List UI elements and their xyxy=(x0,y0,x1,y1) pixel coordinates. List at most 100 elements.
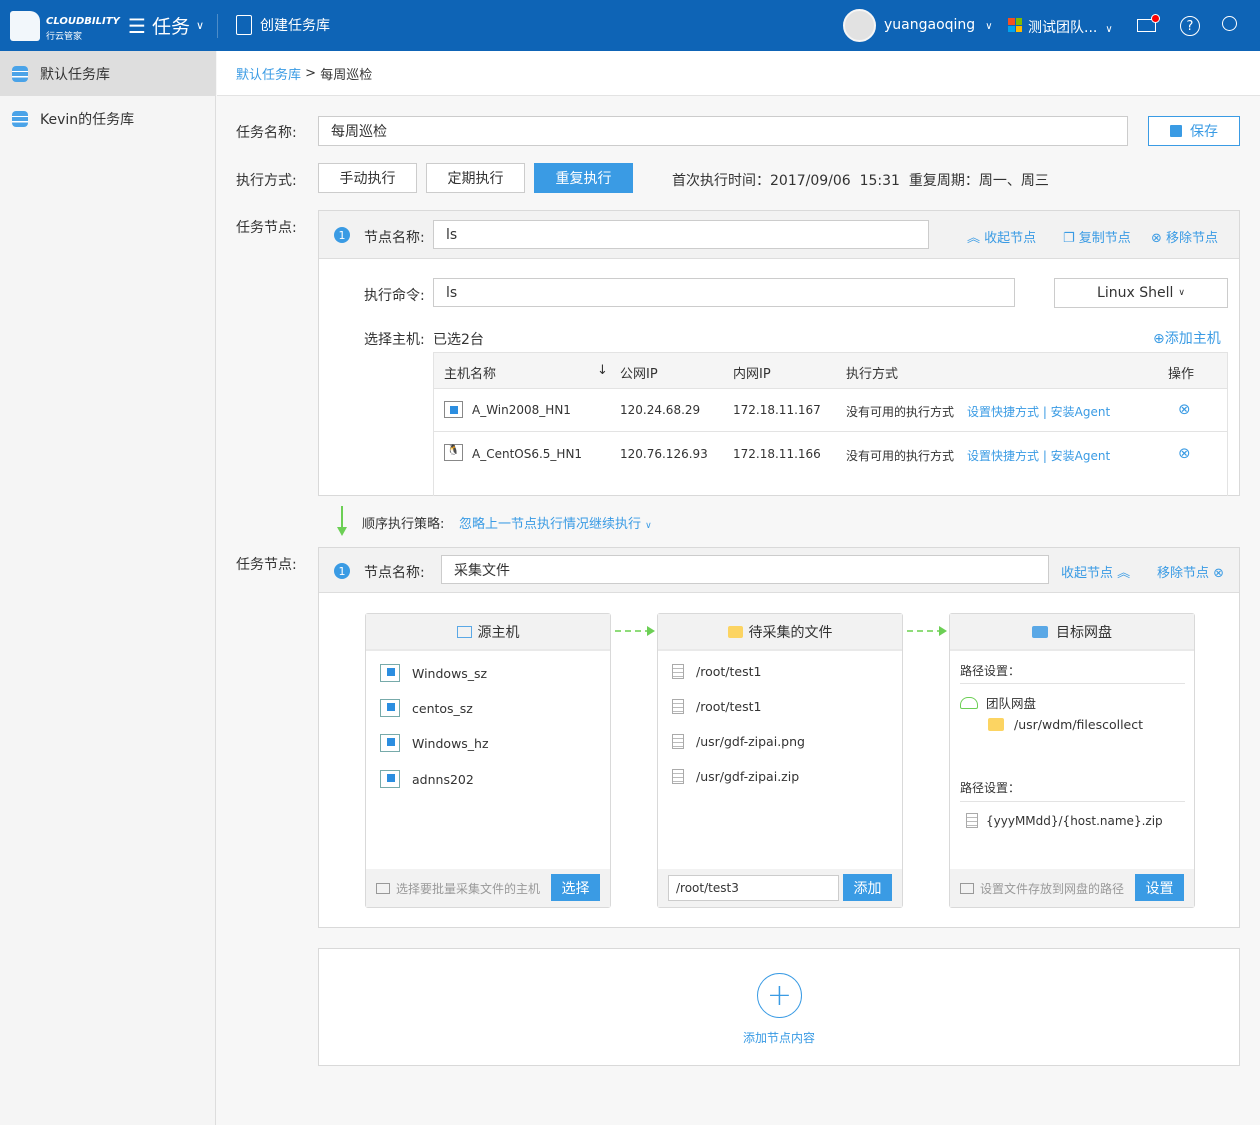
shell-select[interactable]: Linux Shell ∨ xyxy=(1054,278,1228,308)
breadcrumb-current: 每周巡检 xyxy=(320,67,373,83)
target-folder: /usr/wdm/filescollect xyxy=(988,717,1143,732)
strategy-select[interactable]: 忽略上一节点执行情况继续执行 ∨ xyxy=(459,513,652,532)
file-path: /root/test1 xyxy=(696,664,762,679)
team-name: 测试团队... xyxy=(1028,20,1098,36)
copy-label: 复制节点 xyxy=(1078,231,1131,246)
list-item: Windows_sz xyxy=(380,664,487,682)
team-icon xyxy=(1008,18,1022,32)
collapse-node-button[interactable]: ︽ 收起节点 xyxy=(967,227,1036,246)
col-public-ip: 公网IP xyxy=(620,367,658,382)
remove-node-button[interactable]: 移除节点 ⊗ xyxy=(1157,562,1224,581)
down-arrow-icon xyxy=(341,506,343,530)
breadcrumb-sep: > xyxy=(305,65,317,81)
task-node-1: 1 节点名称: ls ︽ 收起节点 ❐ 复制节点 ⊗ 移除节点 执行命令: ls… xyxy=(318,210,1240,496)
col-actions: 操作 xyxy=(1168,367,1195,382)
breadcrumb: 默认任务库 > 每周巡检 xyxy=(217,51,1260,96)
mail-icon[interactable] xyxy=(1137,19,1156,32)
set-path-button[interactable]: 设置 xyxy=(1135,874,1184,901)
add-node-label[interactable]: 添加节点内容 xyxy=(742,1031,815,1045)
task-name-value: 每周巡检 xyxy=(331,124,387,140)
command-input[interactable]: ls xyxy=(433,278,1015,307)
module-menu[interactable]: ☰ 任务 ∨ xyxy=(128,12,204,39)
tab-manual[interactable]: 手动执行 xyxy=(318,163,417,193)
create-repo-label: 创建任务库 xyxy=(260,18,330,34)
remove-host-icon[interactable]: ⊗ xyxy=(1178,444,1191,462)
copy-node-button[interactable]: ❐ 复制节点 xyxy=(1063,227,1131,246)
node-name-input[interactable]: ls xyxy=(433,220,929,249)
chevron-down-icon: ∨ xyxy=(645,521,652,531)
setup-links[interactable]: 设置快捷方式 | 安装Agent xyxy=(967,405,1111,419)
save-button[interactable]: 保存 xyxy=(1148,116,1240,146)
create-repo-button[interactable]: 创建任务库 xyxy=(236,15,330,35)
team-menu[interactable]: 测试团队... ∨ xyxy=(1028,17,1113,37)
column-title: 待采集的文件 xyxy=(748,624,833,641)
path-setting-label: 路径设置： xyxy=(960,781,1021,795)
avatar[interactable] xyxy=(843,9,876,42)
select-host-button[interactable]: 选择 xyxy=(551,874,600,901)
down-arrow-head xyxy=(337,527,347,536)
logo-text: CLOUDBILITY xyxy=(46,16,120,27)
task-name-input[interactable]: 每周巡检 xyxy=(318,116,1128,146)
search-icon[interactable] xyxy=(1222,16,1237,31)
database-icon xyxy=(12,110,28,127)
arrow-right-icon xyxy=(615,626,655,636)
column-header: 目标网盘 xyxy=(950,614,1194,651)
sidebar-item-kevin[interactable]: Kevin的任务库 xyxy=(0,96,216,141)
tab-repeat[interactable]: 重复执行 xyxy=(534,163,633,193)
file-icon xyxy=(672,699,684,714)
column-title: 源主机 xyxy=(477,624,520,641)
file-path: /root/test1 xyxy=(696,699,762,714)
windows-icon xyxy=(444,401,463,418)
remove-node-button[interactable]: ⊗ 移除节点 xyxy=(1151,227,1218,246)
collapse-node-button[interactable]: 收起节点 ︽ xyxy=(1061,562,1130,581)
private-ip: 172.18.11.167 xyxy=(733,403,821,417)
target-hint: 设置文件存放到网盘的路径 xyxy=(980,881,1125,896)
shell-value: Linux Shell xyxy=(1097,285,1174,301)
top-header: CLOUDBILITY 行云管家 ☰ 任务 ∨ 创建任务库 yuangaoqing ∨… xyxy=(0,0,1260,51)
arrow-right-icon xyxy=(907,626,947,636)
command-value: ls xyxy=(446,284,458,301)
table-row: 🐧 A_CentOS6.5_HN1 120.76.126.93 172.18.1… xyxy=(434,433,1227,476)
list-item: centos_sz xyxy=(380,699,473,717)
setup-links[interactable]: 设置快捷方式 | 安装Agent xyxy=(967,449,1111,463)
breadcrumb-root[interactable]: 默认任务库 xyxy=(236,67,302,83)
source-hint: 选择要批量采集文件的主机 xyxy=(396,881,541,896)
help-icon[interactable]: ? xyxy=(1180,16,1200,36)
file-path: /usr/gdf-zipai.png xyxy=(696,734,805,749)
node-index-badge: 1 xyxy=(334,563,350,579)
add-host-label: 添加主机 xyxy=(1164,331,1221,347)
windows-icon xyxy=(380,734,400,752)
user-menu[interactable]: yuangaoqing ∨ xyxy=(884,17,993,33)
add-file-button[interactable]: 添加 xyxy=(843,874,892,901)
divider xyxy=(960,683,1185,684)
divider xyxy=(217,14,218,38)
save-icon xyxy=(1170,125,1182,137)
folder-icon xyxy=(727,625,743,638)
monitor-add-icon xyxy=(376,882,390,894)
collapse-label: 收起节点 xyxy=(1061,566,1114,581)
host-table: 主机名称 ↓ 公网IP 内网IP 执行方式 操作 A_Win2008_HN1 1… xyxy=(433,352,1228,496)
schedule-info: 首次执行时间：2017/09/06 15:31 重复周期：周一、周三 xyxy=(672,173,1049,189)
plus-icon[interactable]: + xyxy=(757,973,802,1018)
private-ip: 172.18.11.166 xyxy=(733,447,821,461)
source-host-column: 源主机 Windows_sz centos_sz Windows_hz adnn… xyxy=(365,613,611,908)
folder-outline-icon xyxy=(960,882,974,894)
chevron-down-icon: ∨ xyxy=(195,19,205,32)
sidebar-item-default[interactable]: 默认任务库 xyxy=(0,51,216,96)
sort-arrow-icon[interactable]: ↓ xyxy=(597,363,608,378)
host-name: Windows_sz xyxy=(412,665,488,681)
menu-icon: ☰ xyxy=(128,13,146,38)
add-node-panel[interactable]: + 添加节点内容 xyxy=(318,948,1240,1066)
tab-scheduled[interactable]: 定期执行 xyxy=(426,163,525,193)
col-private-ip: 内网IP xyxy=(733,367,771,382)
collapse-label: 收起节点 xyxy=(984,231,1037,246)
module-label: 任务 xyxy=(151,16,190,38)
col-host-name[interactable]: 主机名称 xyxy=(444,367,497,382)
remove-host-icon[interactable]: ⊗ xyxy=(1178,400,1191,418)
file-path-input[interactable]: /root/test3 xyxy=(668,875,839,901)
chevron-up-icon: ︽ xyxy=(967,231,981,246)
add-host-button[interactable]: ⊕添加主机 xyxy=(1153,328,1221,348)
list-item: /usr/gdf-zipai.png xyxy=(672,734,805,749)
node-name-input[interactable]: 采集文件 xyxy=(441,555,1049,584)
list-item: adnns202 xyxy=(380,770,474,788)
